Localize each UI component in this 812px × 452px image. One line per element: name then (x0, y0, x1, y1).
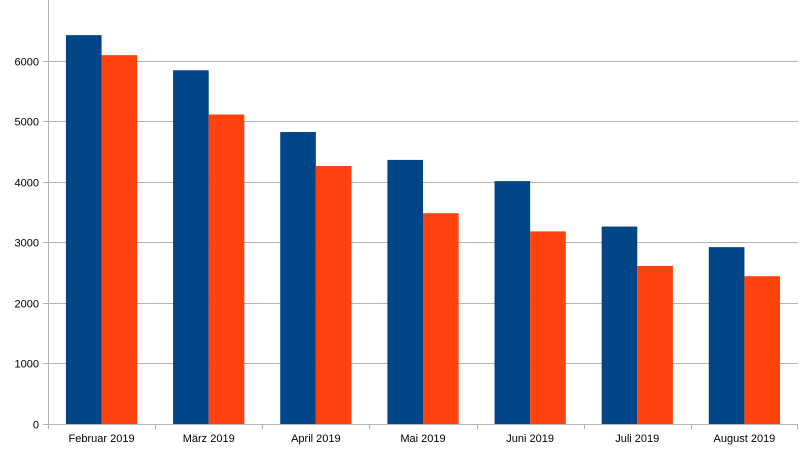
bar-series-1 (708, 247, 745, 424)
x-tick-label: Juli 2019 (615, 433, 659, 445)
bar-series-1 (387, 159, 423, 424)
bar-series-2 (744, 276, 781, 424)
bar-series-2 (101, 55, 138, 425)
axes (43, 0, 798, 429)
x-tick-label: Juni 2019 (506, 433, 554, 445)
x-tick-label: März 2019 (183, 433, 235, 445)
bar-series-2 (315, 165, 352, 425)
bars (65, 35, 781, 425)
bar-series-1 (173, 70, 209, 425)
bar-series-2 (637, 265, 673, 424)
y-tick-label: 5000 (15, 117, 39, 129)
x-tick-label: August 2019 (714, 433, 776, 445)
x-tick-label: Mai 2019 (400, 433, 445, 445)
bar-series-1 (280, 132, 316, 424)
bar-series-1 (65, 35, 102, 424)
x-tick-labels: Februar 2019 März 2019 April 2019 Mai 2019 J… (69, 433, 776, 445)
x-tick-label: April 2019 (291, 433, 341, 445)
bar-series-1 (494, 181, 531, 424)
y-tick-labels: 0 1000 2000 3000 4000 5000 6000 (15, 57, 39, 432)
y-tick-label: 1000 (15, 359, 39, 371)
x-tick-label: Februar 2019 (69, 433, 135, 445)
y-tick-label: 2000 (15, 299, 39, 311)
bar-series-2 (423, 213, 459, 424)
bar-series-2 (208, 114, 245, 424)
y-tick-label: 4000 (15, 178, 39, 190)
y-tick-label: 0 (33, 420, 39, 432)
bar-series-2 (530, 231, 566, 424)
y-tick-label: 6000 (15, 57, 39, 69)
bar-series-1 (601, 226, 638, 424)
y-tick-label: 3000 (15, 238, 39, 250)
